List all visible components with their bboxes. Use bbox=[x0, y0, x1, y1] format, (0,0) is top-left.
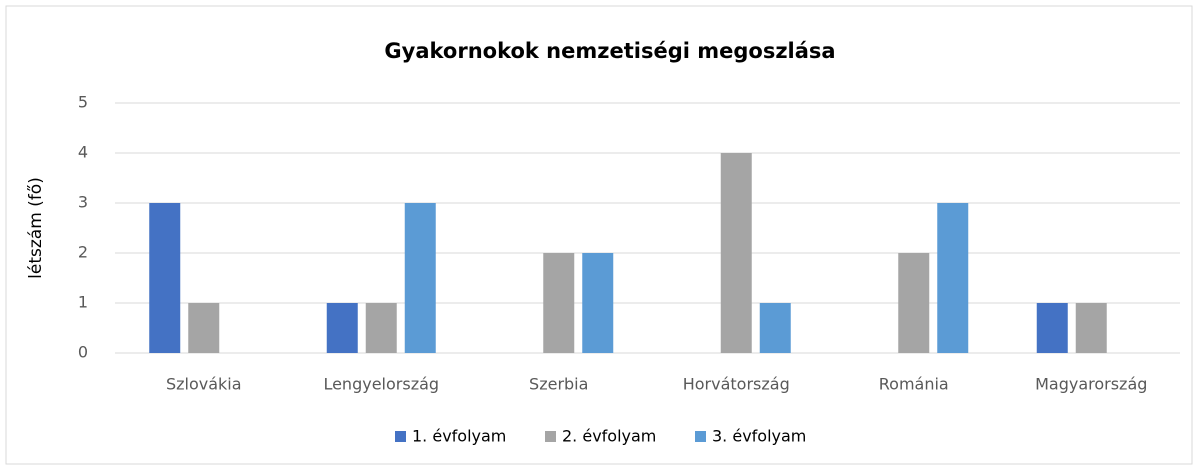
y-tick-label: 2 bbox=[78, 243, 88, 262]
bar bbox=[898, 253, 930, 353]
legend-label: 1. évfolyam bbox=[412, 427, 506, 446]
bar bbox=[937, 203, 969, 353]
bar bbox=[582, 253, 614, 353]
x-tick-label: Szlovákia bbox=[166, 375, 242, 394]
bar bbox=[1075, 303, 1107, 353]
y-tick-label: 0 bbox=[78, 343, 88, 362]
bar bbox=[720, 153, 752, 353]
legend-swatch bbox=[695, 431, 706, 442]
legend-label: 2. évfolyam bbox=[562, 427, 656, 446]
chart-title: Gyakornokok nemzetiségi megoszlása bbox=[384, 39, 835, 63]
y-tick-label: 3 bbox=[78, 193, 88, 212]
x-tick-label: Románia bbox=[879, 375, 949, 394]
bar bbox=[188, 303, 220, 353]
legend-swatch bbox=[395, 431, 406, 442]
bar bbox=[149, 203, 181, 353]
y-tick-label: 4 bbox=[78, 143, 88, 162]
legend-label: 3. évfolyam bbox=[712, 427, 806, 446]
bar bbox=[404, 203, 436, 353]
bar bbox=[759, 303, 791, 353]
bar bbox=[543, 253, 575, 353]
y-tick-label: 5 bbox=[78, 93, 88, 112]
bar bbox=[365, 303, 397, 353]
x-tick-label: Horvátország bbox=[683, 375, 790, 394]
bar bbox=[326, 303, 358, 353]
legend-swatch bbox=[545, 431, 556, 442]
x-tick-label: Magyarország bbox=[1035, 375, 1147, 394]
x-tick-label: Szerbia bbox=[529, 375, 588, 394]
y-tick-label: 1 bbox=[78, 293, 88, 312]
x-tick-label: Lengyelország bbox=[323, 375, 439, 394]
chart-border bbox=[5, 5, 1193, 465]
y-axis-label: létszám (fő) bbox=[26, 177, 46, 279]
bar bbox=[1036, 303, 1068, 353]
